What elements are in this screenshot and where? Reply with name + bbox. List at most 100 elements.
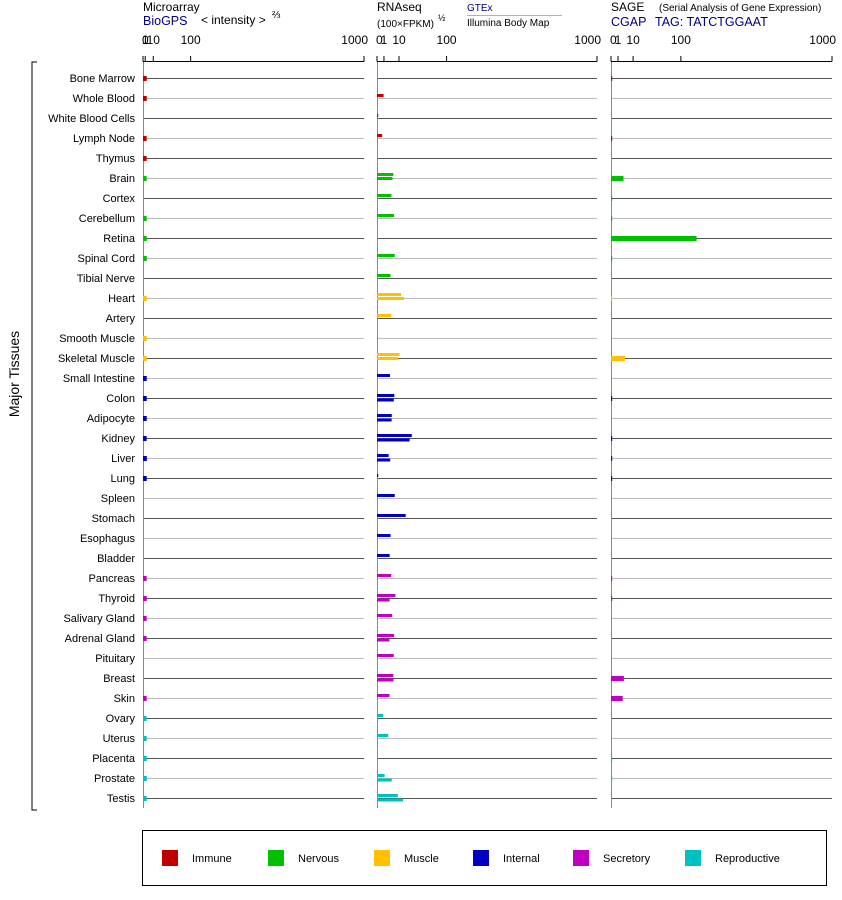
rnaseq-bar: [377, 353, 400, 356]
microarray-bar: [143, 476, 147, 481]
microarray-tick-label: 1: [142, 33, 149, 47]
tissue-label: Colon: [106, 393, 135, 405]
microarray-bar: [143, 796, 147, 801]
rnaseq-tick-label: 1: [381, 33, 388, 47]
legend-swatch-muscle: [374, 850, 390, 866]
rnaseq-bar: [377, 794, 398, 797]
rnaseq-bar: [377, 714, 384, 717]
tissue-label: Brain: [109, 173, 135, 185]
rnaseq-bar: [377, 398, 394, 402]
sage-bar: [611, 136, 613, 141]
rnaseq-bar: [377, 434, 412, 437]
rnaseq-bar: [377, 718, 379, 722]
rnaseq-bar: [377, 674, 394, 677]
tissue-label: White Blood Cells: [48, 113, 135, 125]
rnaseq-bar: [377, 458, 391, 462]
tissue-label: Skeletal Muscle: [58, 353, 135, 365]
sage-tick-label: 10: [626, 33, 640, 47]
tissue-label: Stomach: [92, 513, 135, 525]
cgap-link[interactable]: CGAP: [611, 15, 646, 29]
rnaseq-bar: [377, 694, 390, 697]
microarray-bar: [143, 636, 147, 641]
microarray-bar: [143, 576, 147, 581]
tissue-label: Heart: [108, 293, 135, 305]
rnaseq-header: RNAseq (100×FPKM) ½ GTEx Illumina Body M…: [377, 0, 562, 30]
sage-bar: [611, 756, 613, 761]
tissue-label: Spinal Cord: [78, 253, 135, 265]
biogps-link[interactable]: BioGPS: [143, 14, 187, 28]
microarray-bar: [143, 156, 147, 161]
tissue-label: Placenta: [92, 753, 136, 765]
sage-bar: [611, 696, 623, 701]
microarray-tick-label: 100: [181, 33, 201, 47]
rnaseq-bar: [377, 614, 393, 617]
tissue-label: Kidney: [101, 433, 135, 445]
tissue-label: Salivary Gland: [63, 613, 135, 625]
illumina-body-map-link[interactable]: Illumina Body Map: [467, 18, 550, 29]
rnaseq-bar: [377, 454, 389, 457]
microarray-bar: [143, 356, 147, 361]
expression-bars: [143, 76, 697, 802]
tissue-label: Ovary: [106, 713, 136, 725]
tissue-label: Adipocyte: [87, 413, 135, 425]
rnaseq-bar: [377, 534, 391, 537]
gtex-link[interactable]: GTEx: [467, 3, 493, 14]
tissue-label: Cerebellum: [79, 213, 135, 225]
tissue-label: Skin: [114, 693, 135, 705]
sage-tick-label: 0: [610, 33, 617, 47]
rnaseq-bar: [377, 254, 395, 257]
rnaseq-bar: [377, 634, 395, 637]
microarray-header: Microarray BioGPS < intensity > ⅔: [143, 0, 281, 28]
rnaseq-bar: [377, 214, 395, 217]
tissue-label: Tibial Nerve: [77, 273, 135, 285]
legend-swatch-internal: [473, 850, 489, 866]
microarray-bar: [143, 256, 147, 261]
tissue-label: Cortex: [103, 193, 136, 205]
microarray-bar: [143, 456, 147, 461]
rnaseq-bar: [377, 134, 383, 137]
rnaseq-bar: [377, 514, 406, 517]
microarray-bar: [143, 716, 147, 721]
tissue-label: Esophagus: [80, 533, 136, 545]
rnaseq-title: RNAseq: [377, 0, 422, 14]
sage-bar: [611, 476, 613, 481]
sage-bar: [611, 76, 613, 81]
rnaseq-bar: [377, 314, 392, 317]
sage-bar: [611, 576, 613, 581]
microarray-bar: [143, 176, 147, 181]
microarray-bar: [143, 96, 147, 101]
rnaseq-bar: [377, 293, 402, 296]
rnaseq-bar: [377, 438, 410, 442]
rnaseq-bar: [377, 594, 396, 597]
rnaseq-bar: [377, 297, 404, 300]
tissue-label: Lymph Node: [73, 133, 135, 145]
legend-swatch-immune: [162, 850, 178, 866]
tissue-label: Liver: [111, 453, 135, 465]
microarray-bar: [143, 296, 147, 301]
sage-header: SAGE (Serial Analysis of Gene Expression…: [611, 0, 821, 29]
microarray-bar: [143, 76, 147, 81]
tissue-label: Artery: [106, 313, 136, 325]
rnaseq-bar: [377, 678, 394, 682]
microarray-title: Microarray: [143, 0, 200, 14]
rnaseq-bar: [377, 774, 385, 777]
major-tissues-bracket: [31, 61, 37, 811]
rnaseq-bar: [377, 357, 399, 360]
legend-label-immune: Immune: [192, 853, 232, 865]
tissue-label: Smooth Muscle: [59, 333, 135, 345]
rnaseq-bar: [377, 574, 392, 577]
legend-label-internal: Internal: [503, 853, 540, 865]
tissue-label: Uterus: [103, 733, 136, 745]
microarray-unit: < intensity >: [201, 13, 266, 27]
tissue-label: Thyroid: [98, 593, 135, 605]
rnaseq-bar: [377, 94, 384, 97]
sage-bar: [611, 456, 613, 461]
sage-bar: [611, 176, 624, 181]
tissue-label: Pituitary: [95, 653, 135, 665]
tissue-label: Spleen: [101, 493, 135, 505]
tissue-label: Adrenal Gland: [65, 633, 135, 645]
rnaseq-unit: (100×FPKM): [377, 19, 434, 30]
microarray-bar: [143, 756, 147, 761]
